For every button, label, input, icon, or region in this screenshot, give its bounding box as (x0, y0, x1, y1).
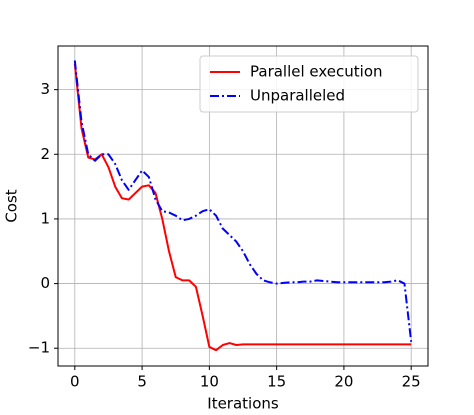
legend-label: Parallel execution (250, 63, 383, 81)
y-tick-label: 3 (40, 80, 50, 98)
legend-label: Unparalleled (250, 87, 345, 105)
x-axis-label: Iterations (207, 395, 279, 413)
series-line (73, 63, 412, 352)
y-tick-label: 1 (40, 209, 50, 227)
legend-box (199, 55, 419, 113)
y-tick-label: −1 (28, 339, 50, 357)
x-tick-label: 20 (334, 373, 353, 391)
x-tick-label: 15 (267, 373, 286, 391)
x-tick-label: 0 (70, 373, 80, 391)
x-tick-label: 5 (137, 373, 147, 391)
series-line (73, 60, 413, 342)
x-tick-label: 25 (402, 373, 421, 391)
y-tick-label: 2 (40, 145, 50, 163)
y-tick-label: 0 (40, 274, 50, 292)
plot-frame (57, 45, 429, 367)
x-tick-label: 10 (200, 373, 219, 391)
y-axis-label: Cost (3, 189, 21, 222)
